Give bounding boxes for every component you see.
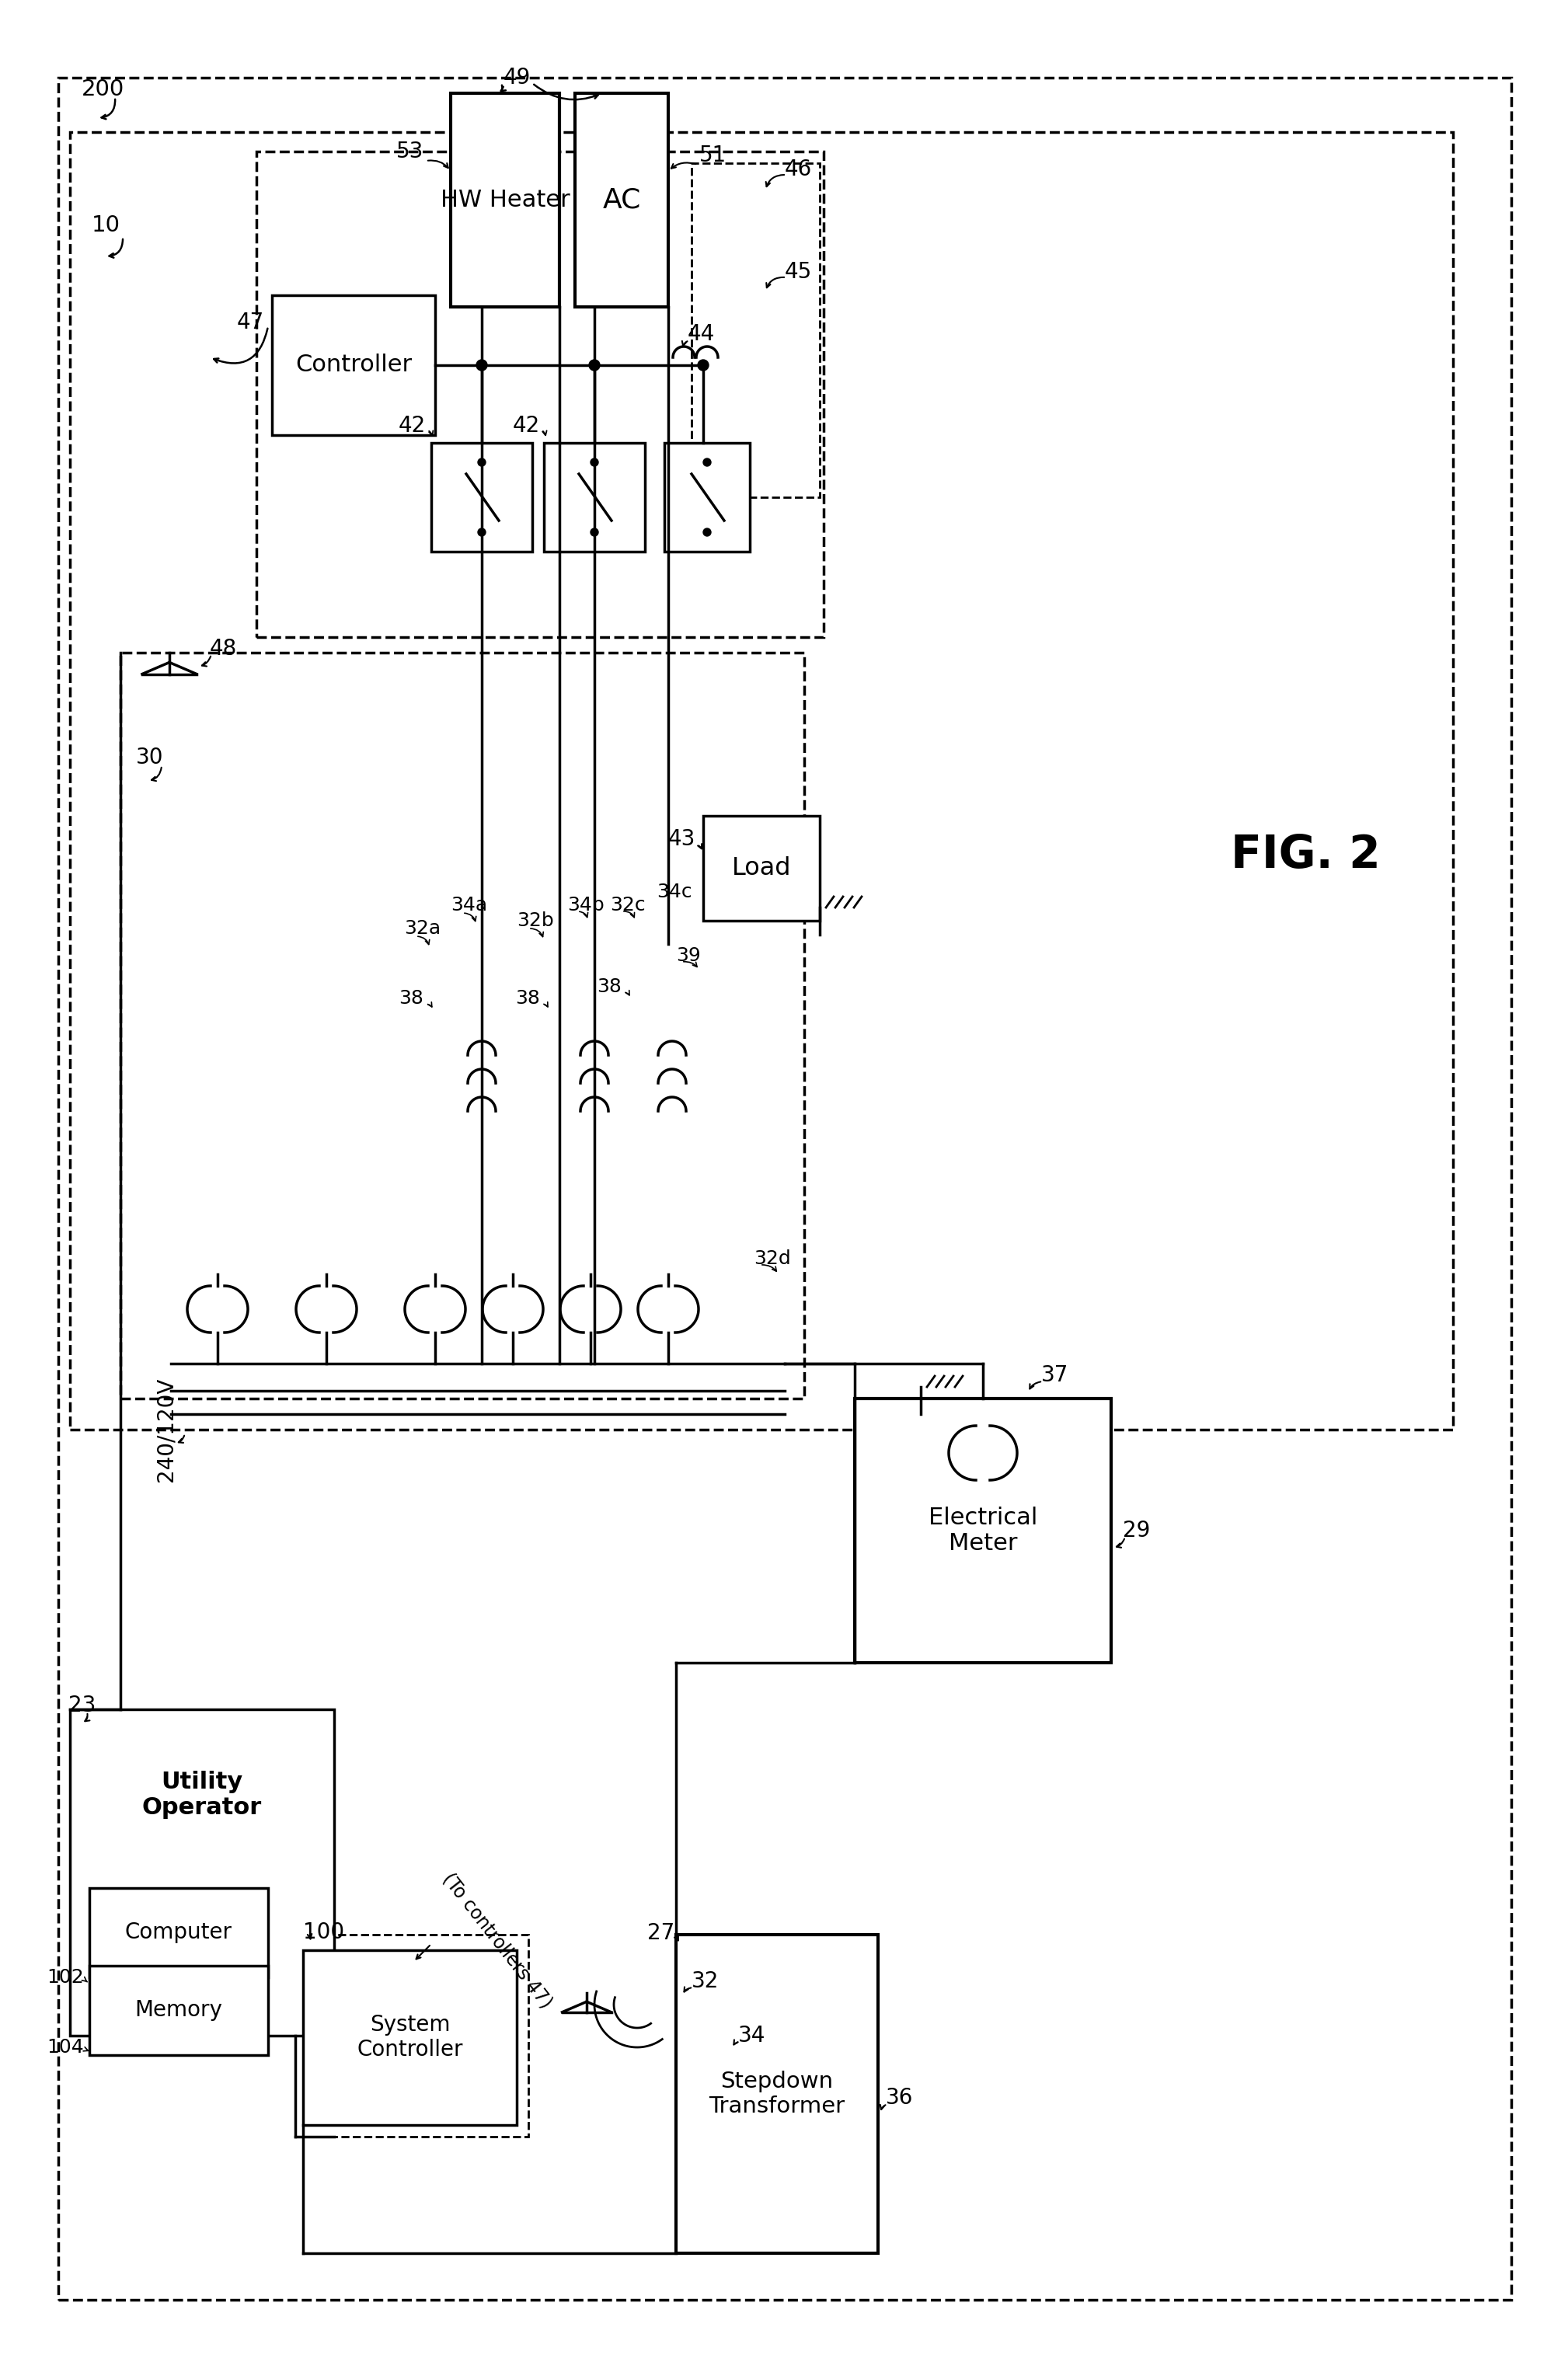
Text: HW Heater: HW Heater (441, 188, 569, 212)
Bar (89, 1889, 268, 1978)
Text: AC: AC (602, 186, 641, 212)
Text: 102: 102 (47, 1969, 85, 1988)
Circle shape (702, 528, 710, 537)
Bar (121, 652, 804, 1399)
Bar (450, 94, 560, 306)
Text: 53: 53 (397, 141, 423, 162)
Text: 30: 30 (136, 747, 163, 768)
Text: 29: 29 (1123, 1519, 1151, 1543)
Text: 32b: 32b (517, 911, 554, 930)
Text: 42: 42 (398, 414, 426, 436)
Text: 34b: 34b (568, 895, 604, 914)
Text: FIG. 2: FIG. 2 (1231, 834, 1380, 876)
Text: 39: 39 (676, 947, 701, 966)
Circle shape (477, 360, 488, 370)
Text: 42: 42 (513, 414, 539, 436)
Circle shape (591, 528, 599, 537)
Bar (257, 151, 823, 638)
Bar (89, 1966, 268, 2056)
Circle shape (590, 360, 601, 370)
Bar (271, 294, 436, 436)
Text: 34: 34 (739, 2025, 765, 2046)
Bar (71, 1710, 334, 2035)
Bar (665, 443, 750, 551)
Text: 34c: 34c (657, 883, 691, 902)
Text: 32: 32 (691, 1971, 720, 1992)
Text: 200: 200 (82, 78, 124, 101)
Text: 10: 10 (91, 214, 121, 236)
Bar (431, 443, 532, 551)
Text: 32c: 32c (610, 895, 646, 914)
Bar (855, 1399, 1112, 1663)
Text: 38: 38 (516, 989, 539, 1008)
Text: 38: 38 (398, 989, 423, 1008)
Text: 48: 48 (210, 638, 237, 659)
Text: 51: 51 (699, 144, 726, 167)
Text: (To controllers 47): (To controllers 47) (439, 1870, 555, 2011)
Bar (295, 1936, 528, 2136)
Bar (691, 162, 820, 497)
Text: Memory: Memory (135, 1999, 223, 2021)
Bar (71, 132, 1454, 1429)
Text: 240/120V: 240/120V (155, 1378, 177, 1481)
Circle shape (478, 459, 486, 466)
Circle shape (478, 528, 486, 537)
Bar (575, 94, 668, 306)
Text: System
Controller: System Controller (358, 2014, 463, 2061)
Circle shape (702, 459, 710, 466)
Text: 38: 38 (597, 977, 621, 996)
Circle shape (698, 360, 709, 370)
Text: Controller: Controller (295, 353, 412, 377)
Circle shape (591, 459, 599, 466)
Text: 100: 100 (303, 1922, 345, 1943)
Text: 45: 45 (784, 261, 812, 283)
Text: 37: 37 (1041, 1364, 1069, 1387)
Bar (702, 815, 820, 921)
Text: 36: 36 (886, 2087, 913, 2108)
Text: Computer: Computer (125, 1922, 232, 1943)
Text: Stepdown
Transformer: Stepdown Transformer (709, 2070, 845, 2117)
Text: 32a: 32a (405, 918, 441, 937)
Text: 47: 47 (237, 311, 263, 334)
Bar (303, 1950, 517, 2124)
Text: 43: 43 (668, 829, 696, 850)
Text: 44: 44 (688, 323, 715, 344)
Text: Electrical
Meter: Electrical Meter (928, 1507, 1038, 1554)
Text: 34a: 34a (450, 895, 488, 914)
Text: 32d: 32d (754, 1251, 790, 1267)
Text: 46: 46 (784, 158, 812, 181)
Text: 27: 27 (648, 1922, 674, 1943)
Text: Utility
Operator: Utility Operator (143, 1771, 262, 1818)
Text: 49: 49 (503, 66, 530, 89)
Text: Load: Load (732, 855, 792, 881)
Bar (676, 1936, 878, 2254)
Text: 23: 23 (69, 1696, 96, 1717)
Text: 104: 104 (47, 2037, 85, 2056)
Bar (544, 443, 644, 551)
